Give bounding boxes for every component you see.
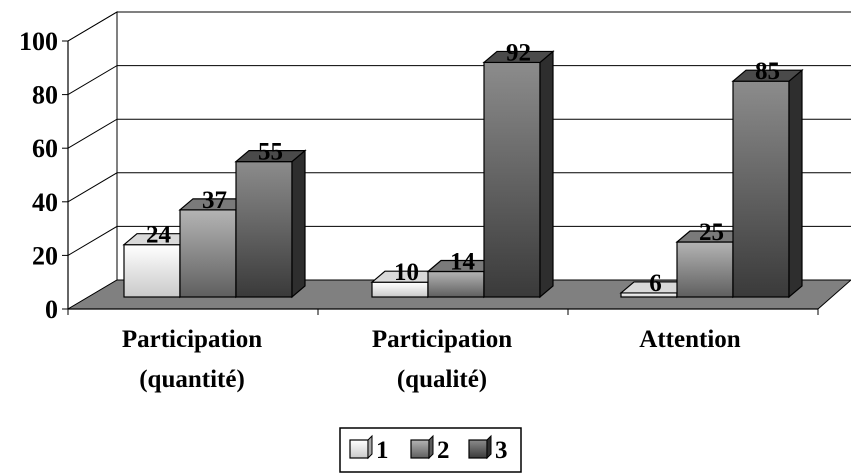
data-labels: 24 10 6 37 14 25 55 92 85 (146, 39, 780, 296)
category-label: Attention (639, 326, 740, 353)
y-tick-label: 20 (32, 241, 58, 270)
gridline (67, 11, 851, 42)
data-label: 24 (146, 222, 172, 249)
category-label: (quantité) (139, 366, 245, 393)
bar-top (731, 69, 804, 82)
bar-side (788, 68, 803, 299)
legend-item-1: 1 (349, 434, 389, 464)
data-label: 92 (506, 39, 531, 66)
bar-front (676, 241, 734, 298)
legend-swatch-side (486, 434, 492, 460)
bar-front (732, 80, 790, 298)
legend-swatch-side (367, 434, 373, 460)
legend-label: 2 (437, 437, 450, 464)
bars (122, 50, 804, 299)
bar-top (482, 50, 555, 64)
y-tick-label: 40 (32, 188, 58, 217)
data-label: 55 (258, 139, 283, 166)
bar-series-3 (731, 68, 804, 299)
bar-front (235, 161, 293, 298)
legend-item-2: 2 (410, 434, 450, 464)
data-label: 37 (202, 187, 227, 214)
gridline (67, 225, 851, 256)
category-label: Participation (122, 326, 262, 353)
legend-label: 3 (495, 437, 508, 464)
legend-label: 1 (376, 437, 389, 464)
category-label: Participation (372, 326, 512, 353)
data-label: 10 (394, 259, 419, 286)
bar-front (179, 209, 237, 298)
legend: 1 2 3 (339, 427, 522, 473)
data-label: 6 (649, 270, 662, 297)
legend-swatch (349, 439, 369, 459)
side-wall (67, 11, 118, 310)
bar-series-3 (482, 50, 555, 299)
x-axis: Participation (quantité) Participation (qua… (67, 308, 819, 393)
data-label: 85 (755, 58, 780, 85)
data-label: 25 (699, 219, 724, 246)
bar-side (291, 149, 306, 299)
y-tick-label: 80 (32, 81, 58, 110)
y-tick-label: 100 (19, 27, 58, 56)
gridline (67, 118, 851, 149)
y-tick-label: 60 (32, 134, 58, 163)
category-label: (qualité) (397, 366, 487, 393)
gridline (67, 65, 851, 96)
legend-item-3: 3 (468, 434, 508, 464)
bar-side (539, 50, 554, 299)
bar-top (234, 150, 307, 163)
y-tick-label: 0 (45, 295, 58, 324)
bar-series-3 (234, 149, 307, 299)
bar-front (123, 244, 181, 298)
gridline (67, 172, 851, 203)
gridlines (67, 11, 851, 256)
data-label: 14 (450, 248, 476, 275)
bar-front (483, 61, 541, 298)
legend-swatch (468, 439, 488, 459)
legend-swatch (410, 439, 430, 459)
legend-swatch-side (428, 434, 434, 460)
y-axis: 0 20 40 60 80 100 (19, 27, 69, 324)
